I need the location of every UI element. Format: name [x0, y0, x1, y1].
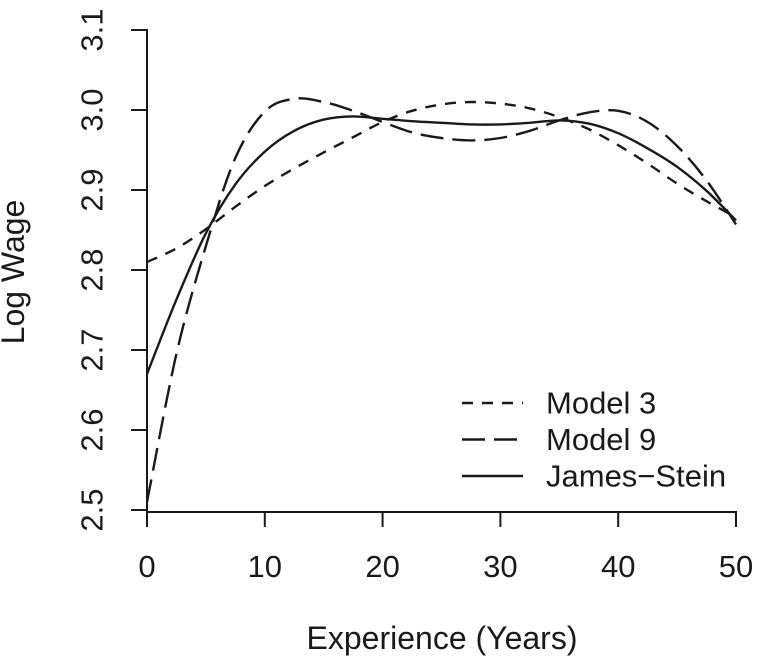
x-tick-label: 0	[138, 549, 155, 584]
y-tick-label: 2.5	[75, 488, 110, 531]
x-tick-label: 30	[483, 549, 517, 584]
legend-item-model-3: Model 3	[462, 386, 656, 421]
legend-label-model-9: Model 9	[546, 422, 656, 457]
y-tick-label: 3.1	[75, 8, 110, 51]
y-tick-label: 2.8	[75, 248, 110, 291]
legend-label-james-stein: James−Stein	[546, 459, 726, 494]
x-tick-label: 10	[248, 549, 282, 584]
y-tick-label: 3.0	[75, 88, 110, 131]
legend-item-james-stein: James−Stein	[462, 459, 726, 494]
x-tick-label: 40	[601, 549, 635, 584]
axis-ticks: 0 10 20 30 40 50 2.5 2.6 2.7 2.8 2.9 3.0 3.1	[75, 8, 754, 584]
x-tick-label: 20	[365, 549, 399, 584]
y-axis-title: Log Wage	[0, 200, 31, 345]
x-axis-title: Experience (Years)	[307, 620, 578, 656]
series-curve-model-9	[145, 97, 737, 503]
legend-label-model-3: Model 3	[546, 386, 656, 421]
y-tick-label: 2.7	[75, 328, 110, 371]
series-curve-james-stein	[145, 115, 737, 375]
x-tick-label: 50	[719, 549, 753, 584]
series-curves	[145, 97, 737, 503]
y-tick-label: 2.9	[75, 168, 110, 211]
legend-item-model-9: Model 9	[462, 422, 656, 457]
y-tick-label: 2.6	[75, 408, 110, 451]
series-curve-model-3	[146, 100, 737, 264]
